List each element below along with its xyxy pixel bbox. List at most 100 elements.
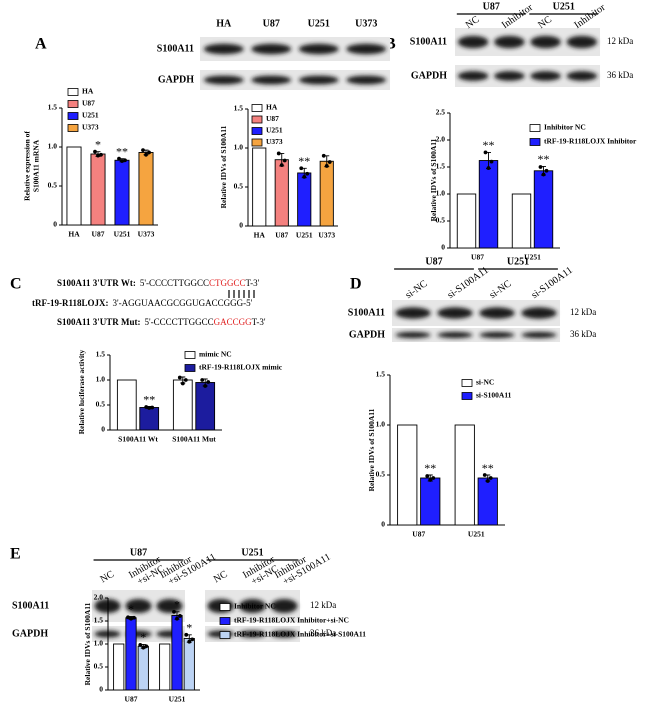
y-tick-label: 2.5 (436, 108, 446, 117)
lane-label: Inhibitor+si-S100A11 (158, 543, 218, 590)
x-tick-label: U251 (169, 695, 186, 704)
bar (159, 643, 171, 691)
data-point (428, 478, 433, 482)
bar (456, 193, 477, 249)
sequence-part: T-3' (252, 317, 266, 327)
y-tick-label: 1.5 (94, 616, 104, 625)
bar (252, 147, 267, 227)
blot-band (530, 71, 561, 81)
y-axis-label: Relative IDVs of S100A11 (219, 125, 228, 208)
blot-row-label: GAPDH (349, 329, 385, 340)
molecular-weight: 36 kDa (570, 329, 596, 339)
sequence-part: 5'-CCCCTTGGCC (140, 278, 209, 288)
bar (478, 160, 499, 249)
significance: * (174, 598, 180, 612)
blot-band (521, 307, 557, 319)
legend-label: si-NC (476, 378, 494, 387)
data-point (184, 632, 189, 637)
blot-band (395, 331, 431, 339)
data-point (200, 378, 205, 382)
data-point (302, 174, 307, 179)
data-point (120, 159, 124, 163)
legend-swatch (461, 392, 473, 400)
legend-label: U251 (82, 111, 99, 120)
sequence: tRF-19-R118LOJX: 3'-AGGUAACGCGGUGACCGGG-5… (32, 298, 253, 308)
group-label: U251 (241, 547, 263, 558)
x-tick-label: HA (68, 230, 80, 239)
blot-band (346, 43, 387, 55)
data-point (541, 172, 546, 177)
legend-label: mimic NC (199, 350, 232, 359)
blot-band (566, 35, 598, 49)
data-point (486, 166, 491, 170)
data-point (483, 150, 488, 155)
y-axis-label-line: Relative IDVs of S100A11 (83, 602, 92, 685)
y-tick-label: 1.0 (48, 142, 58, 151)
legend-label: tRF-19-R118LOJX mimic (199, 363, 283, 372)
data-point (489, 159, 494, 164)
data-point (96, 153, 100, 158)
blot-band (530, 35, 561, 49)
x-tick-label: S100A11 Wt (118, 435, 158, 444)
legend-swatch (219, 631, 231, 639)
legend-label: U87 (266, 114, 279, 123)
data-point (150, 405, 155, 410)
group-label: U87 (483, 1, 500, 12)
y-tick-label: 0.5 (376, 470, 386, 479)
bar (319, 160, 334, 227)
lane-label: si-S100A11 (446, 265, 491, 301)
data-point (93, 149, 97, 154)
sequence: S100A11 3'UTR Wt: 5'-CCCCTTGGCCCTGGCCT-3' (57, 278, 260, 288)
legend-swatch (184, 351, 196, 359)
data-point (99, 152, 103, 157)
significance: ** (482, 461, 494, 475)
blot-row-label: GAPDH (12, 628, 48, 639)
data-point (488, 476, 493, 480)
data-point (276, 151, 281, 156)
lane-label: HA (216, 18, 232, 29)
legend-swatch (219, 617, 231, 625)
bar (183, 638, 195, 691)
data-point (299, 166, 304, 171)
y-tick-label: 1.0 (234, 143, 244, 152)
data-point (282, 158, 287, 163)
data-point (187, 639, 192, 644)
blot-band (298, 43, 339, 55)
data-point (144, 152, 148, 157)
blot-band (125, 598, 152, 614)
data-point (126, 615, 130, 620)
blot-row-label: GAPDH (411, 70, 447, 81)
data-point (544, 168, 549, 173)
data-point (482, 473, 487, 477)
y-tick-label: 1.5 (234, 104, 244, 113)
data-point (177, 375, 182, 380)
y-tick-label: 1.5 (376, 370, 386, 379)
blot-band (239, 630, 266, 638)
blot-row-label: S100A11 (157, 43, 194, 54)
blot-band (298, 75, 339, 85)
y-axis-label-line: Relative IDVs of S100A11 (219, 125, 228, 208)
blot-band (395, 307, 431, 319)
y-tick-label: 0 (53, 220, 57, 229)
blot-row-label: S100A11 (12, 600, 49, 611)
group-label: U87 (425, 256, 442, 267)
data-point (206, 380, 211, 384)
legend-label: Inhibitor NC (544, 123, 586, 132)
blot-band (270, 630, 298, 638)
data-point (144, 644, 149, 649)
blot-band (479, 307, 515, 319)
x-tick-label: U251 (114, 230, 131, 239)
data-point (431, 476, 436, 480)
molecular-weight: 36 kDa (310, 628, 336, 638)
bar (125, 617, 137, 691)
blot-band (479, 331, 515, 339)
legend-label: Inhibitor NC (234, 602, 276, 611)
x-tick-label: U373 (138, 230, 155, 239)
legend-label: tRF-19-R118LOJX Inhibitor+si-NC (234, 616, 349, 625)
blot-band (203, 75, 244, 85)
bar (533, 170, 554, 249)
legend-swatch (67, 112, 79, 120)
blot-band (566, 71, 598, 81)
data-point (132, 615, 136, 620)
legend-swatch (67, 100, 79, 108)
